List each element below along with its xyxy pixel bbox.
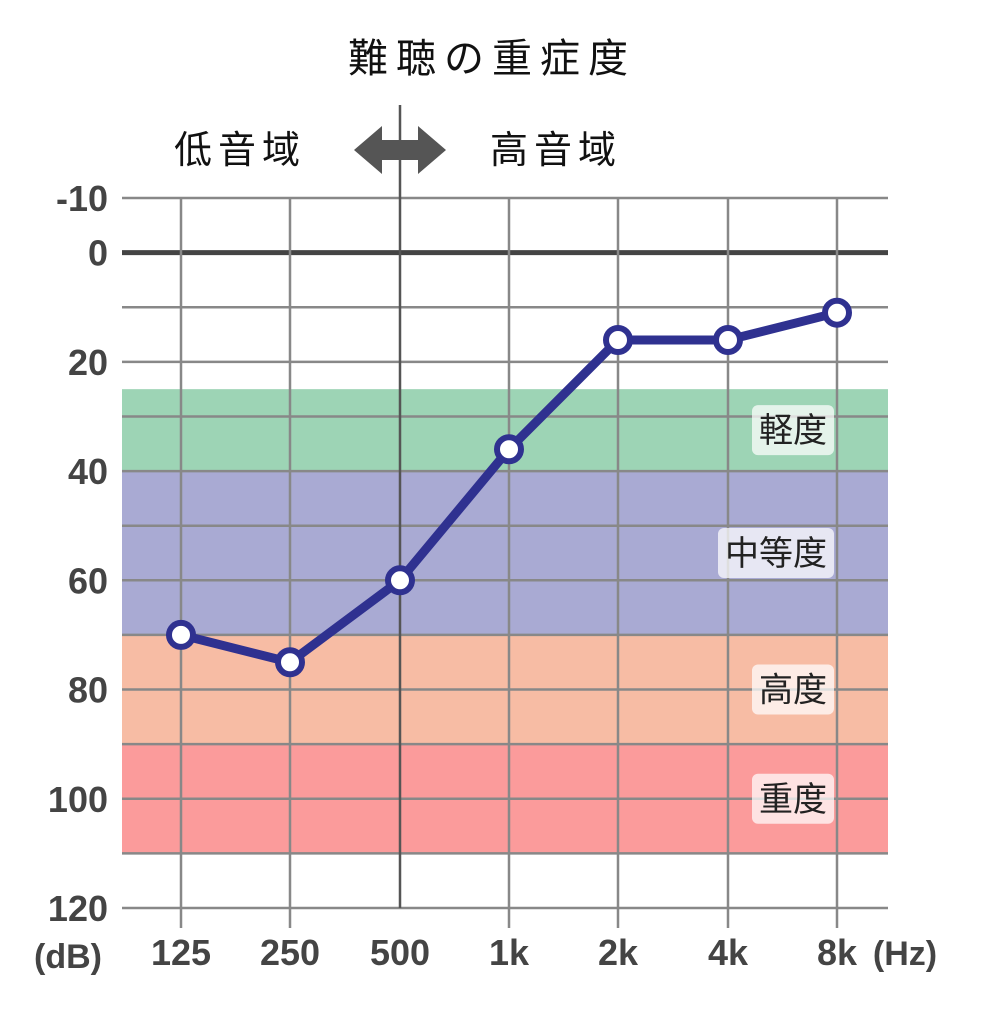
band-label: 高度 — [752, 664, 834, 715]
band-label-background — [752, 405, 834, 456]
x-tick-label: 125 — [151, 932, 211, 973]
chart-title: 難聴の重症度 — [348, 36, 636, 82]
y-tick-label: 120 — [48, 888, 108, 929]
band-label-text: 中等度 — [725, 534, 827, 574]
data-point — [822, 297, 852, 328]
y-tick-labels: -10 0 20 40 60 80 100 120 — [48, 178, 108, 929]
y-tick-label: 80 — [68, 670, 108, 711]
data-point — [275, 647, 305, 678]
y-tick-label: 40 — [68, 451, 108, 492]
x-tick-label: 2k — [598, 932, 639, 973]
y-tick-label: 60 — [68, 560, 108, 601]
y-tick-label: 100 — [48, 779, 108, 820]
y-tick-label: 0 — [88, 233, 108, 274]
band-label: 軽度 — [752, 405, 834, 456]
band-label-text: 高度 — [759, 671, 827, 711]
band-label-background — [752, 664, 834, 715]
data-point — [494, 434, 524, 465]
x-unit-label: (Hz) — [873, 935, 937, 973]
data-point — [713, 325, 743, 355]
band-label: 中等度 — [718, 528, 834, 578]
band-label-background — [718, 528, 834, 578]
data-point — [385, 565, 415, 596]
band-label-text: 軽度 — [759, 411, 827, 451]
high-frequency-label: 高音域 — [490, 128, 622, 172]
band-label-text: 重度 — [759, 780, 827, 820]
low-frequency-label: 低音域 — [174, 128, 306, 172]
band-label: 重度 — [752, 773, 834, 824]
hearing-level-series — [166, 297, 852, 678]
x-tick-label: 500 — [370, 932, 430, 973]
x-tick-label: 1k — [489, 932, 530, 973]
data-point — [166, 619, 196, 650]
y-tick-label: -10 — [56, 178, 108, 219]
band-label-background — [752, 773, 834, 824]
x-tick-label: 250 — [260, 932, 320, 973]
x-tick-label: 8k — [817, 932, 858, 973]
x-tick-labels: 125 250 500 1k 2k 4k 8k — [151, 932, 858, 973]
double-arrow-icon — [354, 126, 446, 174]
frequency-divider — [354, 105, 446, 908]
data-point — [603, 325, 633, 355]
x-tick-label: 4k — [708, 932, 749, 973]
y-unit-label: (dB) — [34, 938, 102, 976]
y-tick-label: 20 — [68, 342, 108, 383]
